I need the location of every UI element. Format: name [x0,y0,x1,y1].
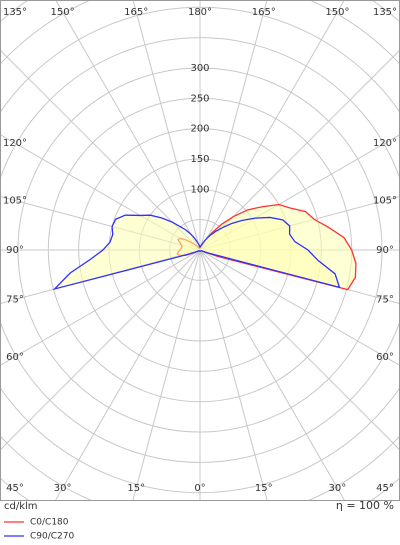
angle-tick-label: 0° [194,483,205,494]
radial-grid-line [0,49,201,251]
radial-tick-label: 250 [190,93,209,104]
unit-label: cd/klm [4,501,38,512]
angle-tick-label: 45° [6,483,24,494]
angle-tick-label: 120° [3,138,27,149]
radial-grid-line [132,0,201,251]
angle-tick-label: 150° [325,7,349,18]
angle-tick-label: 60° [376,352,394,363]
curves [52,203,357,291]
angle-tick-label: 30° [329,483,347,494]
angle-tick-label: 105° [373,195,397,206]
angle-tick-label: 60° [6,352,24,363]
efficiency-label: η = 100 % [336,499,394,512]
radial-tick-label: 100 [190,184,209,195]
radial-grid-line [199,249,400,366]
angle-tick-label: 90° [6,245,24,256]
angle-tick-label: 180° [188,7,212,18]
angle-tick-label: 15° [127,483,145,494]
angle-tick-label: 30° [54,483,72,494]
radial-grid-line [0,249,201,366]
angle-tick-label: 165° [252,7,276,18]
radial-grid-line [199,249,345,500]
angle-tick-label: 90° [376,245,394,256]
radial-tick-label: 200 [190,124,209,135]
angle-tick-label: 120° [373,138,397,149]
angle-tick-label: 75° [6,295,24,306]
angle-tick-label: 135° [3,7,27,18]
legend-label: C90/C270 [30,532,75,542]
angle-tick-label: 75° [376,295,394,306]
intensity-curve [52,214,341,291]
angle-tick-label: 105° [3,195,27,206]
radial-grid-line [0,249,201,451]
angle-tick-label: 135° [373,7,397,18]
radial-tick-label: 300 [190,63,209,74]
radial-grid-line [55,249,201,500]
radial-grid-line [199,249,400,451]
radial-grid-line [132,249,201,500]
angle-tick-label: 45° [376,483,394,494]
radial-grid-line [55,0,201,251]
radial-grid-line [199,0,268,251]
legend-label: C0/C180 [30,518,69,528]
radial-grid-line [199,0,345,251]
angle-tick-label: 165° [124,7,148,18]
radial-grid-line [199,249,268,500]
radial-tick-label: 150 [190,154,209,165]
angle-tick-label: 15° [255,483,273,494]
labels: 165° 150° 135° 120° 105° 90° 75° 60° 45° 30° 15° 0°… [3,7,397,494]
angle-tick-label: 150° [51,7,75,18]
